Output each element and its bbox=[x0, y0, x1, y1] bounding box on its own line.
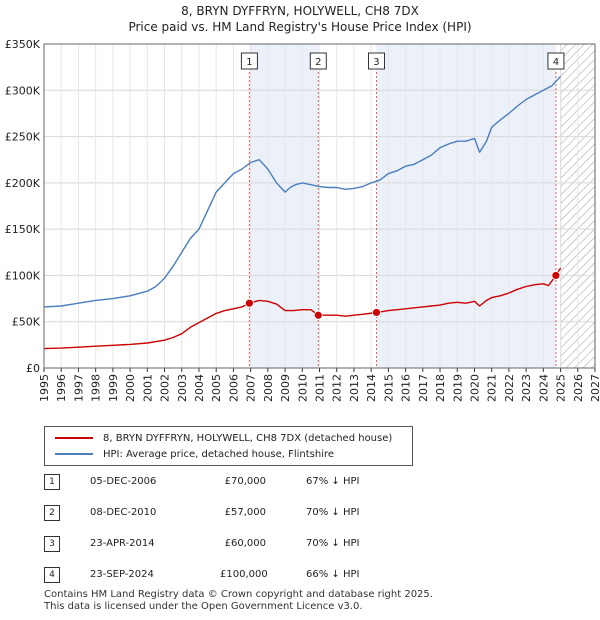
legend-label-property: 8, BRYN DYFFRYN, HOLYWELL, CH8 7DX (deta… bbox=[103, 432, 393, 444]
x-tick-label: 2000 bbox=[124, 374, 137, 402]
sale-marker-label: 1 bbox=[246, 57, 252, 68]
sale-marker-label: 4 bbox=[553, 57, 559, 68]
x-tick-label: 2026 bbox=[572, 374, 585, 402]
plot-frame bbox=[43, 43, 596, 369]
legend-label-hpi: HPI: Average price, detached house, Flin… bbox=[103, 448, 335, 460]
y-tick-label: £50K bbox=[12, 316, 41, 329]
y-tick-label: £350K bbox=[5, 38, 41, 51]
x-tick-label: 2002 bbox=[159, 374, 172, 402]
x-tick-label: 2003 bbox=[176, 374, 189, 402]
x-tick-label: 2011 bbox=[314, 374, 327, 402]
sale-hpi-diff: 70% ↓ HPI bbox=[306, 507, 360, 518]
x-tick-label: 2010 bbox=[296, 374, 309, 402]
x-tick-label: 2007 bbox=[245, 374, 258, 402]
x-tick-label: 2027 bbox=[589, 374, 600, 402]
x-tick-label: 2005 bbox=[210, 374, 223, 402]
sale-price: £70,000 bbox=[224, 476, 266, 487]
x-tick-label: 1996 bbox=[55, 374, 68, 402]
footer-license: This data is licensed under the Open Gov… bbox=[44, 601, 363, 612]
sale-marker-box bbox=[547, 52, 565, 70]
x-tick-label: 2013 bbox=[348, 374, 361, 402]
sale-marker-box bbox=[309, 52, 327, 70]
x-tick-label: 1998 bbox=[90, 374, 103, 402]
legend-item-property: 8, BRYN DYFFRYN, HOLYWELL, CH8 7DX (deta… bbox=[55, 431, 392, 445]
x-tick-label: 2009 bbox=[279, 374, 292, 402]
sale-marker-label: 3 bbox=[373, 57, 379, 68]
sale-point bbox=[372, 308, 381, 317]
x-tick-label: 2023 bbox=[520, 374, 533, 402]
x-tick-label: 2021 bbox=[486, 374, 499, 402]
footer: Contains HM Land Registry data © Crown c… bbox=[44, 589, 433, 613]
y-tick-label: £100K bbox=[5, 269, 41, 282]
x-tick-label: 1995 bbox=[38, 374, 51, 402]
sale-number-badge: 4 bbox=[44, 567, 60, 583]
sale-price: £100,000 bbox=[220, 569, 268, 580]
x-tick-label: 2022 bbox=[503, 374, 516, 402]
legend-item-hpi: HPI: Average price, detached house, Flin… bbox=[55, 447, 334, 461]
hpi-line bbox=[43, 75, 562, 308]
sale-number-badge: 2 bbox=[44, 505, 60, 521]
sale-marker-box bbox=[240, 52, 258, 70]
sale-hpi-diff: 66% ↓ HPI bbox=[306, 569, 360, 580]
x-tick-label: 2014 bbox=[365, 374, 378, 402]
y-tick-label: £250K bbox=[5, 131, 41, 144]
x-tick-label: 2018 bbox=[434, 374, 447, 402]
table-row: 3 23-APR-2014 £60,000 70% ↓ HPI bbox=[44, 536, 424, 552]
sale-date: 05-DEC-2006 bbox=[90, 476, 157, 487]
x-tick-label: 2016 bbox=[400, 374, 413, 402]
sale-marker-label: 2 bbox=[315, 57, 321, 68]
sale-point bbox=[313, 310, 323, 320]
x-tick-label: 1999 bbox=[107, 374, 120, 402]
chart-subtitle: Price paid vs. HM Land Registry's House … bbox=[128, 20, 472, 34]
x-tick-label: 2006 bbox=[227, 374, 240, 402]
table-row: 1 05-DEC-2006 £70,000 67% ↓ HPI bbox=[44, 474, 424, 490]
table-row: 4 23-SEP-2024 £100,000 66% ↓ HPI bbox=[44, 567, 424, 583]
chart-title: 8, BRYN DYFFRYN, HOLYWELL, CH8 7DX bbox=[181, 4, 419, 18]
sale-point bbox=[551, 271, 561, 280]
sale-date: 23-SEP-2024 bbox=[90, 569, 154, 580]
x-tick-label: 2008 bbox=[262, 374, 275, 402]
sale-marker-box bbox=[367, 52, 385, 70]
x-tick-label: 2025 bbox=[555, 374, 568, 402]
table-row: 2 08-DEC-2010 £57,000 70% ↓ HPI bbox=[44, 505, 424, 521]
sale-number-badge: 3 bbox=[44, 536, 60, 552]
sale-point bbox=[245, 298, 254, 308]
y-tick-label: £300K bbox=[5, 84, 41, 97]
legend-swatch-hpi bbox=[55, 453, 93, 455]
property-price-line bbox=[43, 267, 562, 350]
x-tick-label: 2024 bbox=[537, 374, 550, 402]
legend: 8, BRYN DYFFRYN, HOLYWELL, CH8 7DX (deta… bbox=[44, 426, 413, 466]
x-tick-label: 2001 bbox=[141, 374, 154, 402]
x-tick-label: 2020 bbox=[468, 374, 481, 402]
sale-price: £60,000 bbox=[224, 538, 266, 549]
x-tick-label: 2015 bbox=[382, 374, 395, 402]
x-tick-label: 1997 bbox=[72, 374, 85, 402]
legend-swatch-property bbox=[55, 437, 93, 439]
ownership-span-1 bbox=[249, 44, 319, 368]
sale-hpi-diff: 67% ↓ HPI bbox=[306, 476, 360, 487]
sale-number-badge: 1 bbox=[44, 474, 60, 490]
x-tick-label: 2019 bbox=[451, 374, 464, 402]
ownership-span-2 bbox=[376, 44, 556, 368]
y-tick-label: £150K bbox=[5, 223, 41, 236]
sale-price: £57,000 bbox=[224, 507, 266, 518]
footer-copyright: Contains HM Land Registry data © Crown c… bbox=[44, 589, 433, 600]
chart-plot: £0 £50K £100K £150K £200K £250K £300K £350K 1995… bbox=[5, 38, 600, 402]
x-tick-label: 2012 bbox=[331, 374, 344, 402]
sale-date: 23-APR-2014 bbox=[90, 538, 155, 549]
sale-hpi-diff: 70% ↓ HPI bbox=[306, 538, 360, 549]
x-tick-label: 2004 bbox=[193, 374, 206, 402]
y-tick-label: £200K bbox=[5, 177, 41, 190]
y-tick-label: £0 bbox=[26, 362, 40, 375]
sale-date: 08-DEC-2010 bbox=[90, 507, 157, 518]
x-tick-label: 2017 bbox=[417, 374, 430, 402]
